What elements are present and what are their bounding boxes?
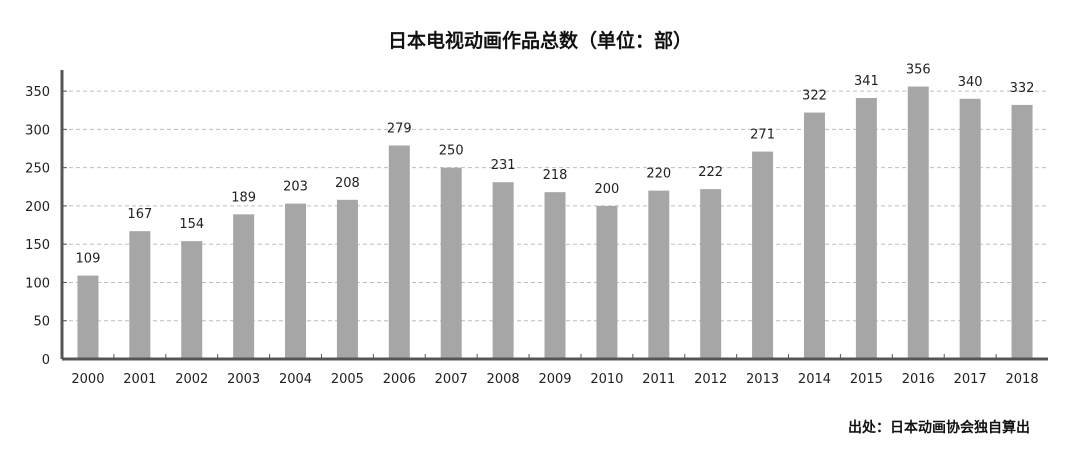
bar-2011 — [648, 190, 670, 359]
value-label: 340 — [958, 75, 983, 90]
bar-2000 — [77, 275, 99, 359]
bar-2013 — [752, 151, 774, 359]
x-tick-label: 2011 — [642, 372, 675, 387]
value-label: 279 — [387, 121, 412, 136]
bar-2010 — [596, 205, 618, 359]
bar-2006 — [388, 145, 410, 359]
y-tick-label: 300 — [25, 123, 50, 138]
x-tick-label: 2004 — [279, 372, 312, 387]
bar-2001 — [129, 231, 151, 359]
bar-2003 — [233, 214, 255, 359]
bar-2005 — [336, 199, 358, 359]
source-note: 出处：日本动画协会独自算出 — [848, 419, 1030, 436]
y-tick-label: 50 — [33, 315, 50, 330]
bar-2004 — [285, 203, 307, 359]
x-tick-label: 2018 — [1006, 372, 1039, 387]
bar-2017 — [959, 98, 981, 359]
axes — [60, 70, 1048, 361]
value-label: 189 — [231, 190, 256, 205]
x-tick-label: 2006 — [383, 372, 416, 387]
x-tick-label: 2001 — [123, 372, 156, 387]
y-tick-label: 0 — [42, 353, 50, 368]
value-label: 200 — [594, 182, 619, 197]
value-label: 250 — [439, 144, 464, 159]
x-tick-label: 2000 — [71, 372, 104, 387]
y-tick-label: 100 — [25, 276, 50, 291]
value-label: 222 — [698, 165, 723, 180]
value-label: 220 — [646, 167, 671, 182]
value-label: 109 — [76, 252, 101, 267]
value-label: 322 — [802, 89, 827, 104]
x-axis-ticks: 2000 2001 2002 2003 2004 2005 2006 2007 2008 2009… — [71, 354, 1039, 387]
bars — [77, 86, 1033, 360]
x-tick-label: 2005 — [331, 372, 364, 387]
value-label: 167 — [127, 207, 152, 222]
value-label: 231 — [491, 158, 516, 173]
bar-2002 — [181, 241, 203, 359]
bar-2015 — [855, 98, 877, 359]
bar-2009 — [544, 192, 566, 359]
y-tick-label: 250 — [25, 162, 50, 177]
bar-2012 — [700, 189, 722, 359]
x-tick-label: 2012 — [694, 372, 727, 387]
bar-2018 — [1011, 104, 1033, 359]
x-tick-label: 2014 — [798, 372, 831, 387]
x-tick-label: 2008 — [487, 372, 520, 387]
value-labels: 109 167 154 189 203 208 279 250 231 218 200 220 222 2… — [76, 63, 1035, 267]
x-tick-label: 2015 — [850, 372, 883, 387]
value-label: 271 — [750, 128, 775, 143]
bar-2007 — [440, 167, 462, 359]
bar-2008 — [492, 182, 514, 359]
x-tick-label: 2007 — [435, 372, 468, 387]
value-label: 341 — [854, 74, 879, 89]
x-tick-label: 2013 — [746, 372, 779, 387]
y-axis-ticks: 0 50 100 150 200 250 300 350 — [25, 85, 67, 368]
x-tick-label: 2002 — [175, 372, 208, 387]
x-tick-label: 2016 — [902, 372, 935, 387]
y-tick-label: 350 — [25, 85, 50, 100]
value-label: 154 — [179, 217, 204, 232]
value-label: 332 — [1010, 81, 1035, 96]
y-tick-label: 200 — [25, 200, 50, 215]
x-tick-label: 2009 — [538, 372, 571, 387]
x-tick-label: 2003 — [227, 372, 260, 387]
value-label: 208 — [335, 176, 360, 191]
value-label: 218 — [543, 168, 568, 183]
y-tick-label: 150 — [25, 238, 50, 253]
bar-2016 — [907, 86, 929, 360]
bar-2014 — [803, 112, 825, 359]
x-tick-label: 2010 — [590, 372, 623, 387]
value-label: 356 — [906, 63, 931, 78]
value-label: 203 — [283, 180, 308, 195]
x-tick-label: 2017 — [954, 372, 987, 387]
chart-title: 日本电视动画作品总数（单位：部） — [388, 29, 692, 52]
